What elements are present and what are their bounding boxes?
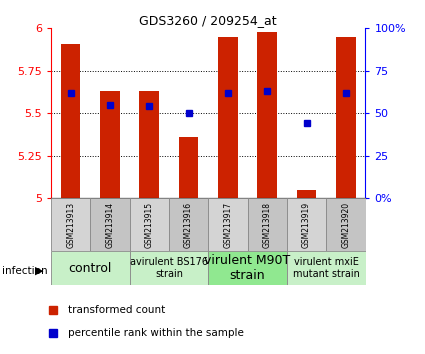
Text: GSM213917: GSM213917 <box>224 202 232 248</box>
Bar <box>297 190 316 198</box>
Text: virulent M90T
strain: virulent M90T strain <box>204 254 291 282</box>
Bar <box>130 251 208 285</box>
Text: transformed count: transformed count <box>68 305 165 315</box>
Bar <box>287 251 366 285</box>
Bar <box>287 198 326 251</box>
Title: GDS3260 / 209254_at: GDS3260 / 209254_at <box>139 14 277 27</box>
Bar <box>130 198 169 251</box>
Text: GSM213919: GSM213919 <box>302 202 311 248</box>
Bar <box>51 198 90 251</box>
Bar <box>100 91 120 198</box>
Bar <box>208 198 247 251</box>
Bar <box>169 198 208 251</box>
Bar <box>90 198 130 251</box>
Bar <box>247 198 287 251</box>
Bar <box>218 37 238 198</box>
Text: GSM213913: GSM213913 <box>66 202 75 248</box>
Bar <box>326 198 366 251</box>
Text: control: control <box>68 262 112 275</box>
Text: GSM213915: GSM213915 <box>145 202 154 248</box>
Text: virulent mxiE
mutant strain: virulent mxiE mutant strain <box>293 257 360 279</box>
Bar <box>336 37 356 198</box>
Text: infection: infection <box>2 266 48 276</box>
Text: GSM213918: GSM213918 <box>263 202 272 248</box>
Bar <box>208 251 287 285</box>
Bar <box>61 44 80 198</box>
Bar <box>179 137 198 198</box>
Text: GSM213920: GSM213920 <box>341 202 350 248</box>
Text: ▶: ▶ <box>35 266 44 276</box>
Bar <box>139 91 159 198</box>
Text: GSM213914: GSM213914 <box>105 202 114 248</box>
Text: GSM213916: GSM213916 <box>184 202 193 248</box>
Bar <box>258 32 277 198</box>
Text: percentile rank within the sample: percentile rank within the sample <box>68 328 244 338</box>
Text: avirulent BS176
strain: avirulent BS176 strain <box>130 257 208 279</box>
Bar <box>51 251 130 285</box>
